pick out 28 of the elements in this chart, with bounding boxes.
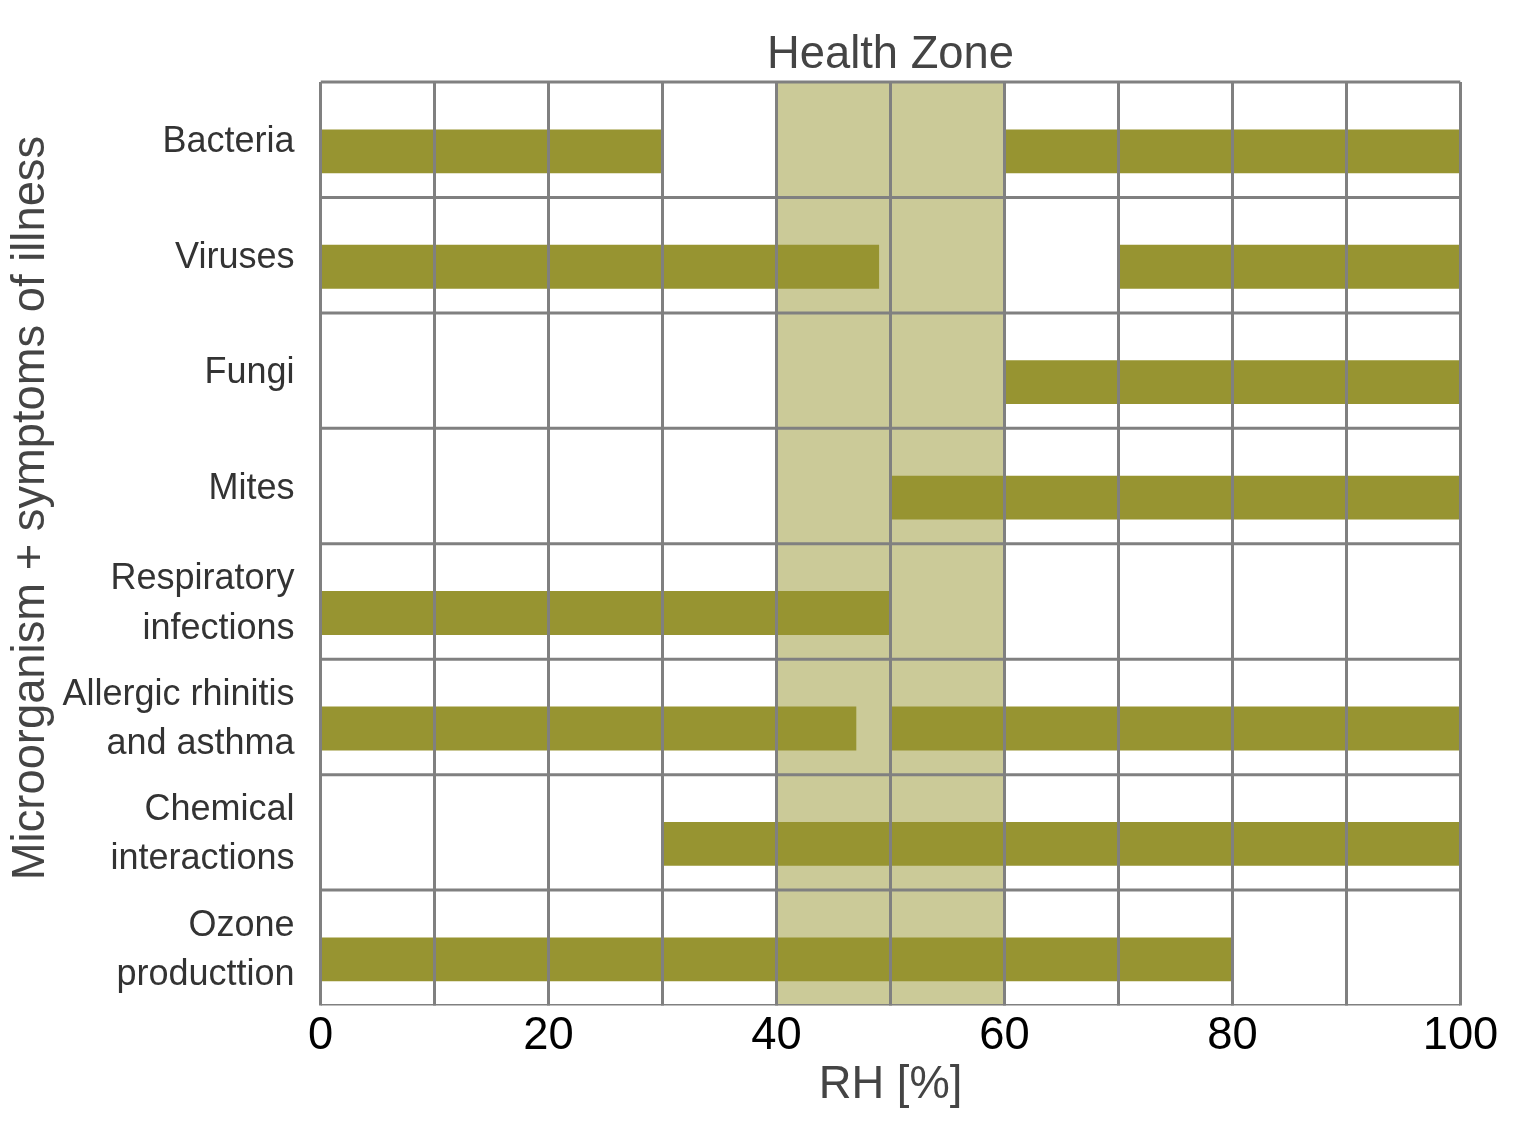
x-tick-label: 40 bbox=[751, 1007, 802, 1059]
bar bbox=[890, 706, 1461, 751]
y-axis-title: Microorganism + symptoms of illness bbox=[3, 135, 55, 881]
bar bbox=[1118, 244, 1461, 289]
bar bbox=[662, 821, 1461, 866]
y-tick-label: Mites bbox=[208, 465, 295, 507]
bar bbox=[320, 937, 1233, 982]
bar bbox=[320, 129, 663, 174]
bar bbox=[1004, 129, 1461, 174]
bar bbox=[320, 591, 891, 635]
bar bbox=[890, 475, 1461, 520]
x-tick-label: 60 bbox=[979, 1007, 1030, 1059]
bar bbox=[320, 706, 857, 751]
x-tick-label: 0 bbox=[307, 1007, 334, 1059]
y-tick-label: Allergic rhinitis and asthma bbox=[62, 671, 296, 763]
x-tick-label: 20 bbox=[523, 1007, 574, 1059]
y-tick-label: Chemical interactions bbox=[110, 787, 295, 878]
bar bbox=[320, 244, 880, 289]
x-tick-label: 80 bbox=[1207, 1007, 1258, 1059]
y-tick-label: Fungi bbox=[204, 350, 295, 392]
x-axis-title: RH [%] bbox=[818, 1056, 963, 1108]
y-tick-label: Respiratory infections bbox=[110, 556, 295, 647]
band-label: Health Zone bbox=[767, 27, 1014, 79]
x-tick-label: 100 bbox=[1422, 1007, 1499, 1059]
y-tick-label: Bacteria bbox=[162, 119, 296, 161]
y-tick-label: Viruses bbox=[175, 234, 295, 276]
y-tick-label: Ozone producttion bbox=[116, 902, 295, 993]
bar bbox=[1004, 360, 1461, 405]
